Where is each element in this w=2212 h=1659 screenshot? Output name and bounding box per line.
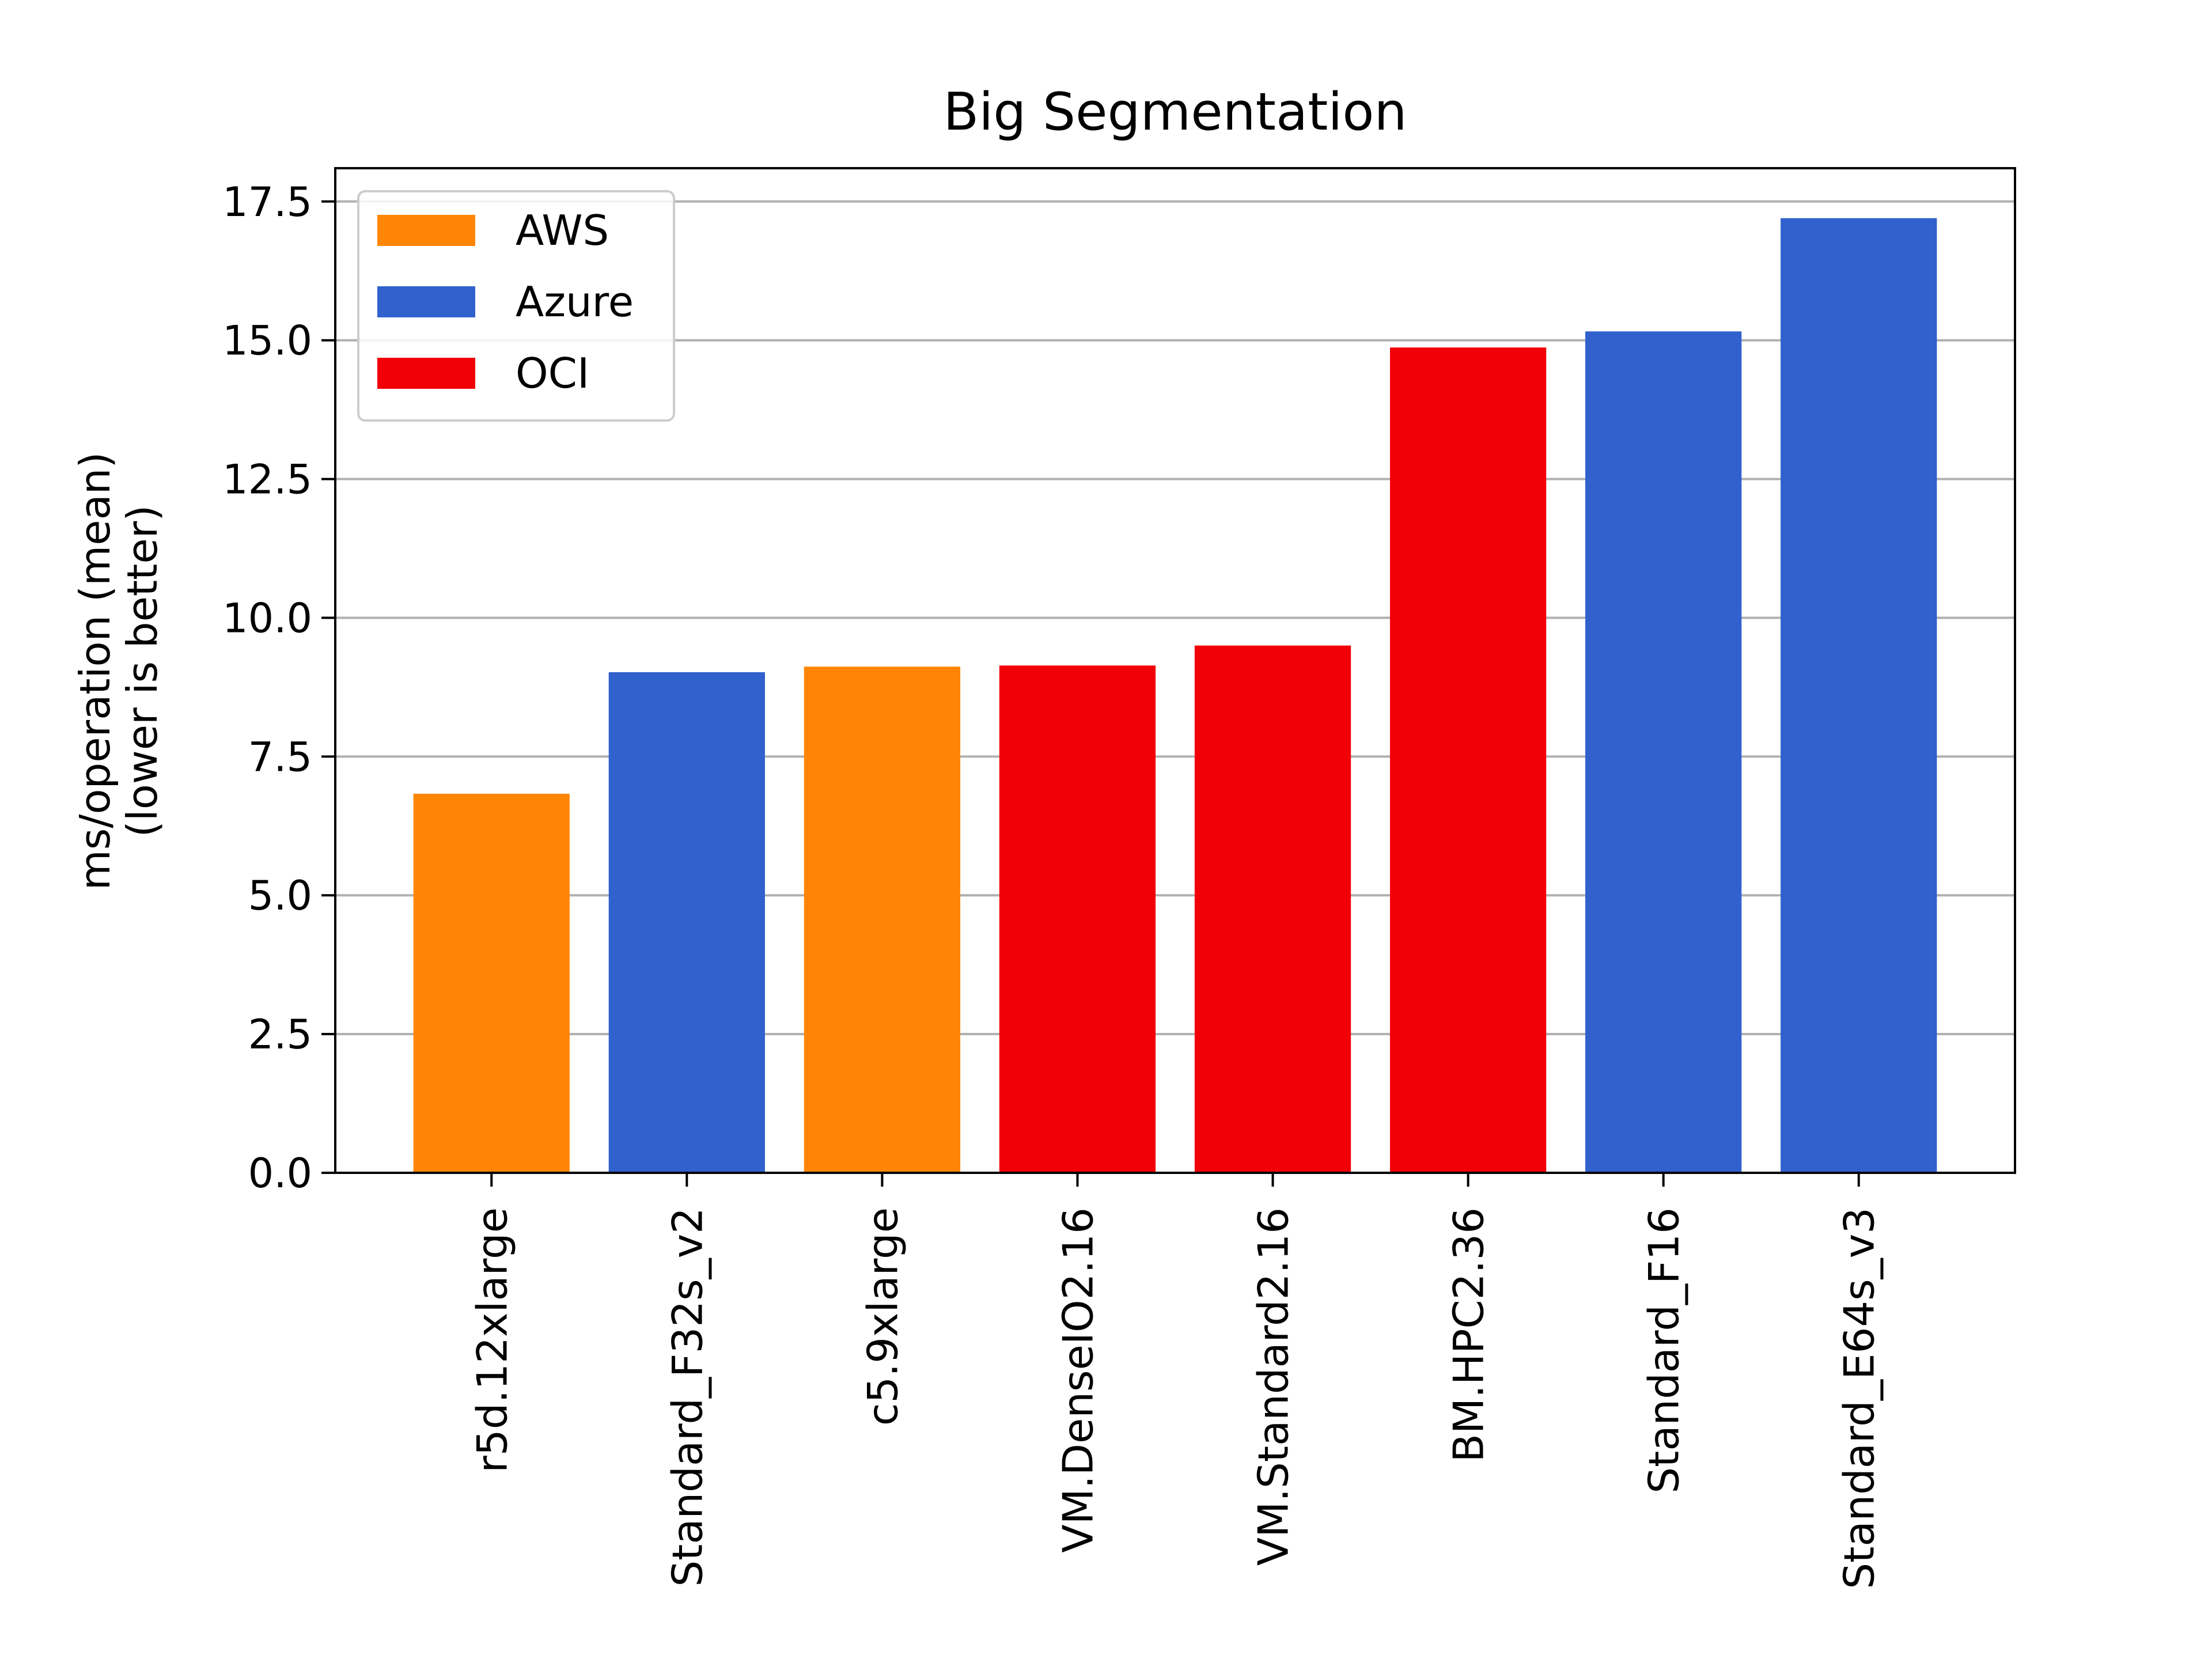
- x-tick-label: Standard_F32s_v2: [663, 1207, 711, 1587]
- x-tick-label: VM.Standard2.16: [1249, 1207, 1298, 1566]
- x-tick-label: Standard_F16: [1640, 1207, 1688, 1494]
- chart-title: Big Segmentation: [943, 82, 1407, 142]
- x-tick-label: c5.9xlarge: [858, 1207, 907, 1426]
- bar: [608, 672, 765, 1173]
- y-tick-label: 5.0: [248, 872, 312, 919]
- bars: [413, 218, 1937, 1173]
- y-tick-label: 15.0: [222, 317, 312, 365]
- x-tick-label: r5d.12xlarge: [468, 1207, 516, 1473]
- bar: [1194, 645, 1351, 1173]
- y-axis-label-line-1: ms/operation (mean): [71, 452, 119, 891]
- legend-label: Azure: [516, 278, 634, 326]
- y-tick-label: 10.0: [222, 594, 312, 642]
- legend-swatch: [377, 358, 475, 389]
- bar: [1781, 218, 1937, 1173]
- bar: [1585, 331, 1742, 1173]
- x-tick-label: VM.DenseIO2.16: [1054, 1207, 1102, 1553]
- x-tick-label: BM.HPC2.36: [1445, 1207, 1493, 1463]
- x-axis-ticks: r5d.12xlarge Standard_F32s_v2 c5.9xlarge VM…: [468, 1173, 1884, 1589]
- y-tick-label: 12.5: [222, 456, 312, 503]
- legend-label: AWS: [516, 206, 609, 255]
- legend-label: OCI: [516, 349, 589, 397]
- legend-swatch: [377, 215, 475, 246]
- y-tick-label: 17.5: [222, 179, 312, 226]
- plot-frame: [334, 167, 2016, 1174]
- y-axis-label-line-2: (lower is better): [118, 505, 166, 838]
- bar: [1389, 347, 1547, 1173]
- y-tick-label: 2.5: [248, 1011, 312, 1058]
- legend: AWS Azure OCI: [357, 190, 675, 422]
- bar: [999, 665, 1156, 1173]
- y-tick-label: 0.0: [248, 1150, 312, 1197]
- legend-swatch: [377, 286, 475, 317]
- y-tick-label: 7.5: [248, 733, 312, 781]
- bar: [413, 793, 570, 1173]
- x-tick-label: Standard_E64s_v3: [1835, 1207, 1884, 1589]
- bar: [804, 666, 961, 1173]
- y-axis-ticks: 0.0 2.5 5.0 7.5 10.0 12.5 15.0 17.5: [222, 179, 335, 1197]
